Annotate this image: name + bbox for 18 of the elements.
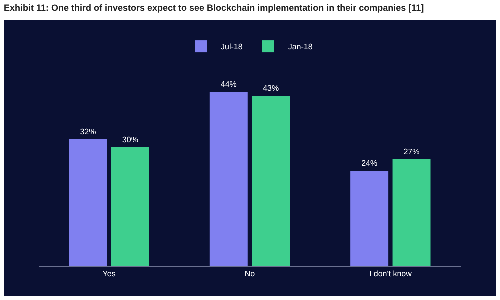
- bar: [252, 96, 290, 266]
- bar: [111, 147, 150, 266]
- data-label: 27%: [404, 147, 420, 156]
- x-tick-label: Yes: [102, 270, 116, 279]
- x-tick-label: I don't know: [369, 270, 412, 279]
- chart-title: Exhibit 11: One third of investors expect to see Blockchain implementation in their companies [11]: [3, 2, 426, 15]
- legend-label: Jan-18: [288, 42, 314, 52]
- bar: [210, 92, 248, 266]
- x-tick-label: No: [244, 270, 256, 279]
- data-label: 30%: [122, 135, 138, 144]
- bar: [350, 171, 389, 266]
- data-label: 43%: [263, 84, 280, 94]
- data-label: 32%: [80, 128, 96, 137]
- data-label: 24%: [362, 159, 378, 168]
- bar: [392, 159, 431, 266]
- bar: [69, 140, 108, 266]
- legend-label: Jul-18: [221, 42, 244, 52]
- data-label: 44%: [220, 80, 237, 90]
